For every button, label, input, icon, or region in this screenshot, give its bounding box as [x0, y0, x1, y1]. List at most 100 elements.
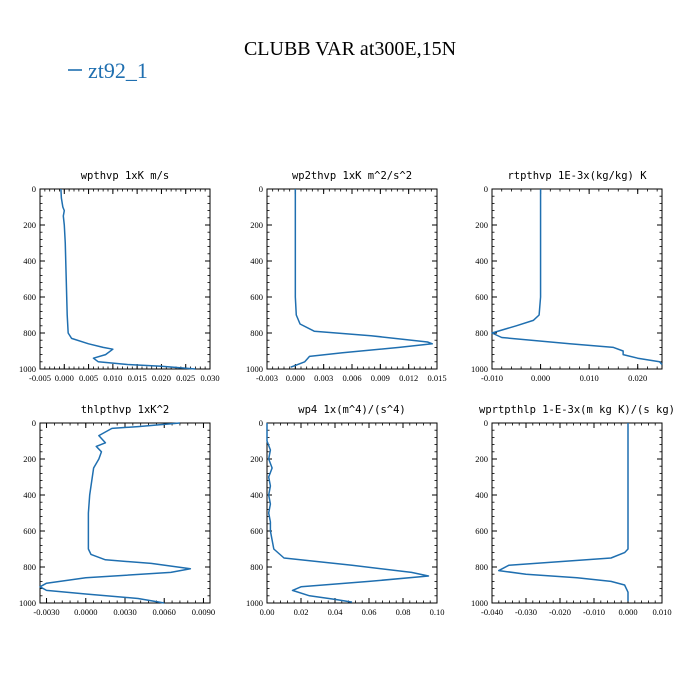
panel-5: wp4 1x(m^4)/(s^4) 0.00 0.02 0.04 0.06 0.08 0.1…	[246, 404, 444, 617]
y-tick-label: 800	[475, 562, 488, 572]
y-tick-label: 600	[475, 292, 488, 302]
panel-2: wp2thvp 1xK m^2/s^2 -0.003 0.000 0.003 0.006…	[246, 170, 447, 383]
y-tick-label: 200	[23, 454, 36, 464]
x-tick-label: 0.006	[342, 373, 361, 383]
y-tick-label: 400	[23, 490, 36, 500]
x-tick-label: 0.02	[294, 607, 309, 617]
figure-title: CLUBB VAR at300E,15N	[244, 38, 456, 60]
plot-frame	[39, 188, 211, 370]
series-line	[60, 188, 196, 370]
y-tick-label: 200	[250, 454, 263, 464]
x-tick-label: 0.015	[427, 373, 446, 383]
x-tick-label: 0.0030	[113, 607, 136, 617]
x-tick-label: 0.04	[328, 607, 344, 617]
x-tick-label: 0.00	[260, 607, 275, 617]
x-tick-label: -0.030	[515, 607, 537, 617]
x-tick-label: 0.0000	[74, 607, 97, 617]
x-tick-label: 0.003	[314, 373, 333, 383]
panel-title: wpthvp 1xK m/s	[81, 170, 170, 182]
y-tick-label: 800	[23, 328, 36, 338]
y-tick-label: 400	[23, 256, 36, 266]
y-tick-label: 0	[32, 184, 36, 194]
legend: zt92_1	[68, 58, 148, 83]
y-tick-label: 1000	[19, 598, 36, 608]
panel-1: wpthvp 1xK m/s -0.005 0.000 0.005 0.010 0.015…	[19, 170, 220, 383]
x-tick-label: 0.005	[79, 373, 98, 383]
y-tick-label: 400	[475, 256, 488, 266]
x-tick-label: 0.000	[55, 373, 74, 383]
panel-title: wprtpthlp 1-E-3x(m kg K)/(s kg)	[479, 404, 675, 416]
x-tick-label: -0.003	[256, 373, 278, 383]
series-line	[39, 422, 192, 604]
x-tick-label: 0.015	[128, 373, 147, 383]
y-tick-label: 200	[250, 220, 263, 230]
y-tick-label: 1000	[246, 598, 263, 608]
panel-title: wp2thvp 1xK m^2/s^2	[292, 170, 412, 182]
panel-title: thlpthvp 1xK^2	[81, 404, 170, 416]
x-tick-label: -0.0030	[33, 607, 59, 617]
y-tick-label: 200	[475, 454, 488, 464]
x-tick-label: 0.010	[580, 373, 599, 383]
y-tick-label: 1000	[471, 598, 488, 608]
x-tick-label: -0.040	[481, 607, 503, 617]
plot-frame	[491, 188, 663, 370]
x-tick-label: 0.010	[652, 607, 671, 617]
y-tick-label: 0	[259, 184, 263, 194]
x-tick-label: 0.009	[371, 373, 390, 383]
legend-label: zt92_1	[88, 58, 148, 83]
panel-4: thlpthvp 1xK^2 -0.0030 0.0000 0.0030 0.0060 0…	[19, 404, 215, 617]
plot-frame	[491, 422, 663, 604]
y-tick-label: 800	[250, 328, 263, 338]
plot-frame	[266, 422, 438, 604]
x-tick-label: 0.0090	[192, 607, 215, 617]
y-tick-label: 0	[484, 418, 488, 428]
x-tick-label: 0.020	[152, 373, 171, 383]
panel-6: wprtpthlp 1-E-3x(m kg K)/(s kg) -0.040 -0.…	[471, 404, 675, 617]
x-tick-label: 0.000	[618, 607, 637, 617]
x-tick-label: 0.0060	[153, 607, 176, 617]
y-tick-label: 1000	[471, 364, 488, 374]
x-tick-label: 0.08	[396, 607, 411, 617]
y-tick-label: 600	[475, 526, 488, 536]
x-tick-label: -0.010	[583, 607, 605, 617]
x-tick-label: 0.025	[176, 373, 195, 383]
y-tick-label: 400	[250, 490, 263, 500]
y-tick-label: 800	[475, 328, 488, 338]
panel-3: rtpthvp 1E-3x(kg/kg) K -0.010 0.000 0.010 0.…	[471, 170, 663, 383]
series-line	[491, 189, 663, 366]
x-tick-label: -0.020	[549, 607, 571, 617]
series-line	[498, 423, 629, 602]
panel-title: rtpthvp 1E-3x(kg/kg) K	[507, 170, 647, 182]
plot-frame	[266, 188, 438, 370]
y-tick-label: 600	[250, 292, 263, 302]
y-tick-label: 1000	[19, 364, 36, 374]
x-tick-label: 0.030	[200, 373, 219, 383]
x-tick-label: -0.010	[481, 373, 503, 383]
y-tick-label: 600	[250, 526, 263, 536]
y-tick-label: 600	[23, 526, 36, 536]
series-line	[266, 423, 430, 603]
y-tick-label: 800	[250, 562, 263, 572]
y-tick-label: 200	[23, 220, 36, 230]
panel-title: wp4 1x(m^4)/(s^4)	[298, 404, 405, 416]
y-tick-label: 400	[250, 256, 263, 266]
x-tick-label: -0.005	[29, 373, 51, 383]
x-tick-label: 0.012	[399, 373, 418, 383]
series-line	[290, 189, 434, 368]
x-tick-label: 0.06	[362, 607, 377, 617]
x-tick-label: 0.10	[430, 607, 445, 617]
y-tick-label: 0	[32, 418, 36, 428]
y-tick-label: 0	[484, 184, 488, 194]
y-tick-label: 600	[23, 292, 36, 302]
y-tick-label: 400	[475, 490, 488, 500]
y-tick-label: 0	[259, 418, 263, 428]
x-tick-label: 0.000	[531, 373, 550, 383]
x-tick-label: 0.000	[286, 373, 305, 383]
x-tick-label: 0.010	[103, 373, 122, 383]
y-tick-label: 800	[23, 562, 36, 572]
panels-grid: wpthvp 1xK m/s-0.005 0.000 0.005 0.010 0.015…	[19, 170, 675, 617]
x-tick-label: 0.020	[628, 373, 647, 383]
y-tick-label: 200	[475, 220, 488, 230]
y-tick-label: 1000	[246, 364, 263, 374]
